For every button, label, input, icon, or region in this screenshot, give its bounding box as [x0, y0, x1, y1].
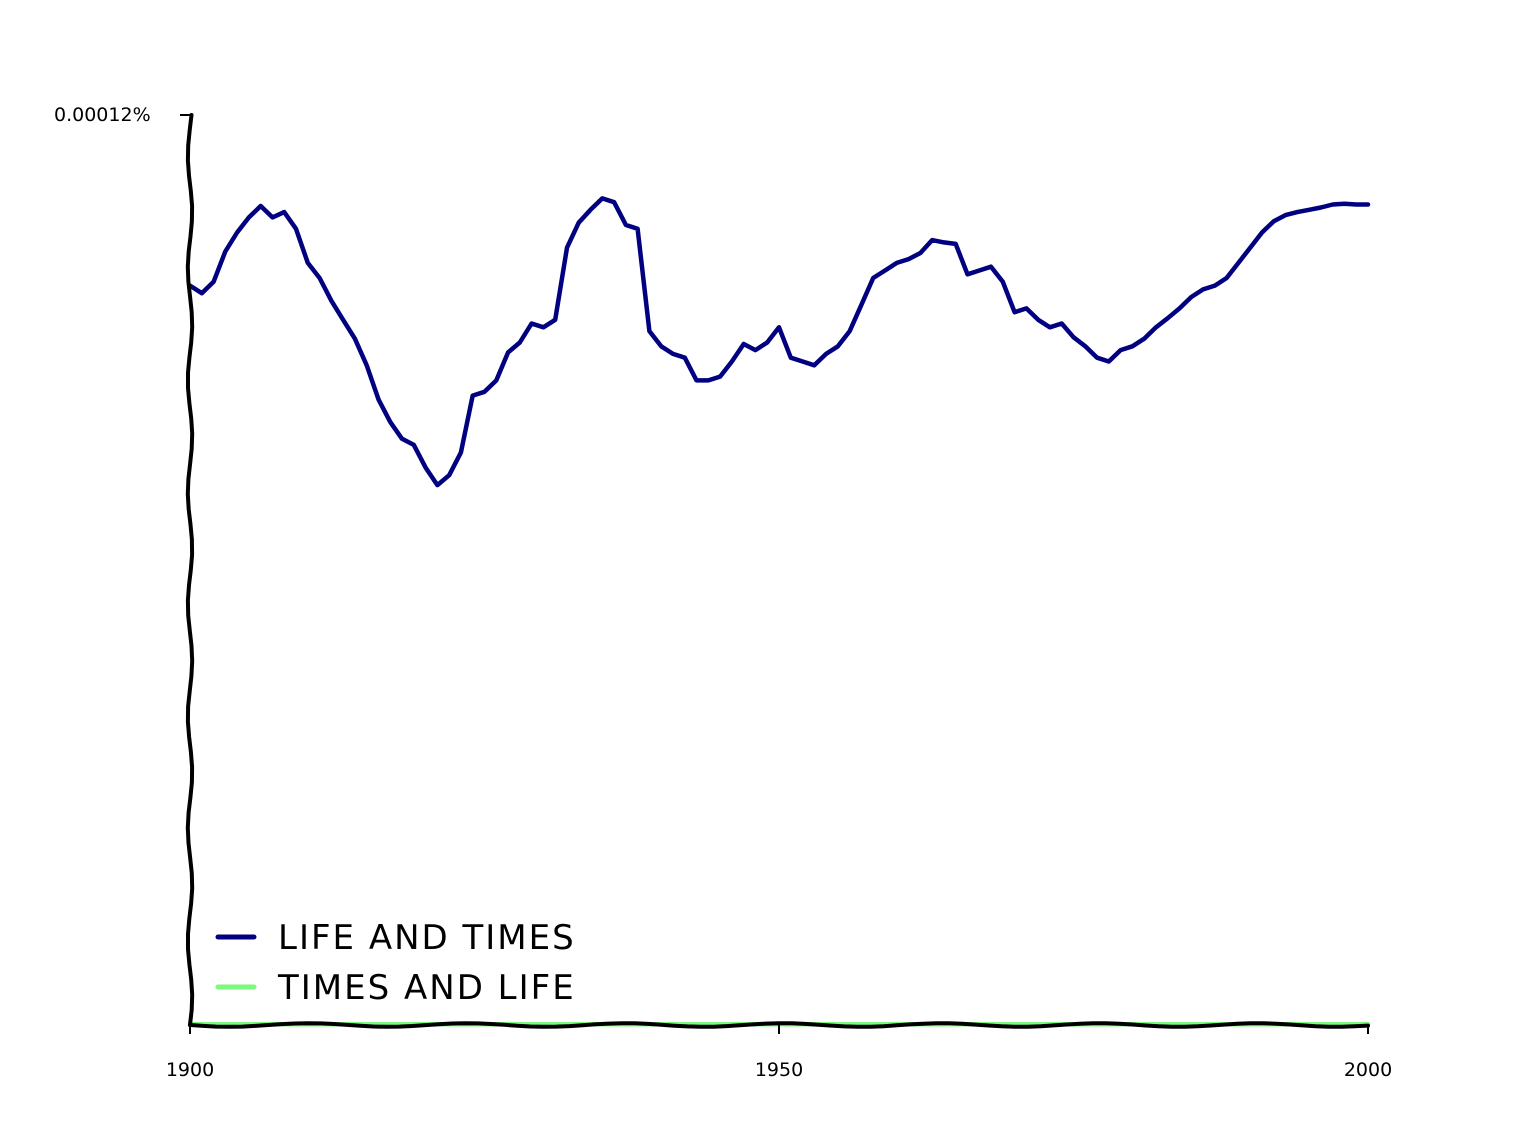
series-layer: [187, 196, 1371, 1027]
legend: LIFE AND TIMES TIMES AND LIFE: [215, 918, 576, 1008]
ticks: 1900 1950 2000 0.00012%: [54, 104, 1392, 1081]
y-axis-line: [185, 113, 195, 1027]
x-tick-label-1900: 1900: [166, 1059, 214, 1081]
y-tick-label-max: 0.00012%: [54, 104, 151, 126]
x-tick-label-1950: 1950: [755, 1059, 803, 1081]
legend-label-life-and-times: LIFE AND TIMES: [278, 918, 576, 958]
legend-label-times-and-life: TIMES AND LIFE: [277, 968, 576, 1008]
series-line-life-and-times: [187, 196, 1371, 488]
x-axis-line: [188, 1021, 1370, 1029]
x-tick-label-2000: 2000: [1344, 1059, 1392, 1081]
axes: [185, 113, 1370, 1029]
